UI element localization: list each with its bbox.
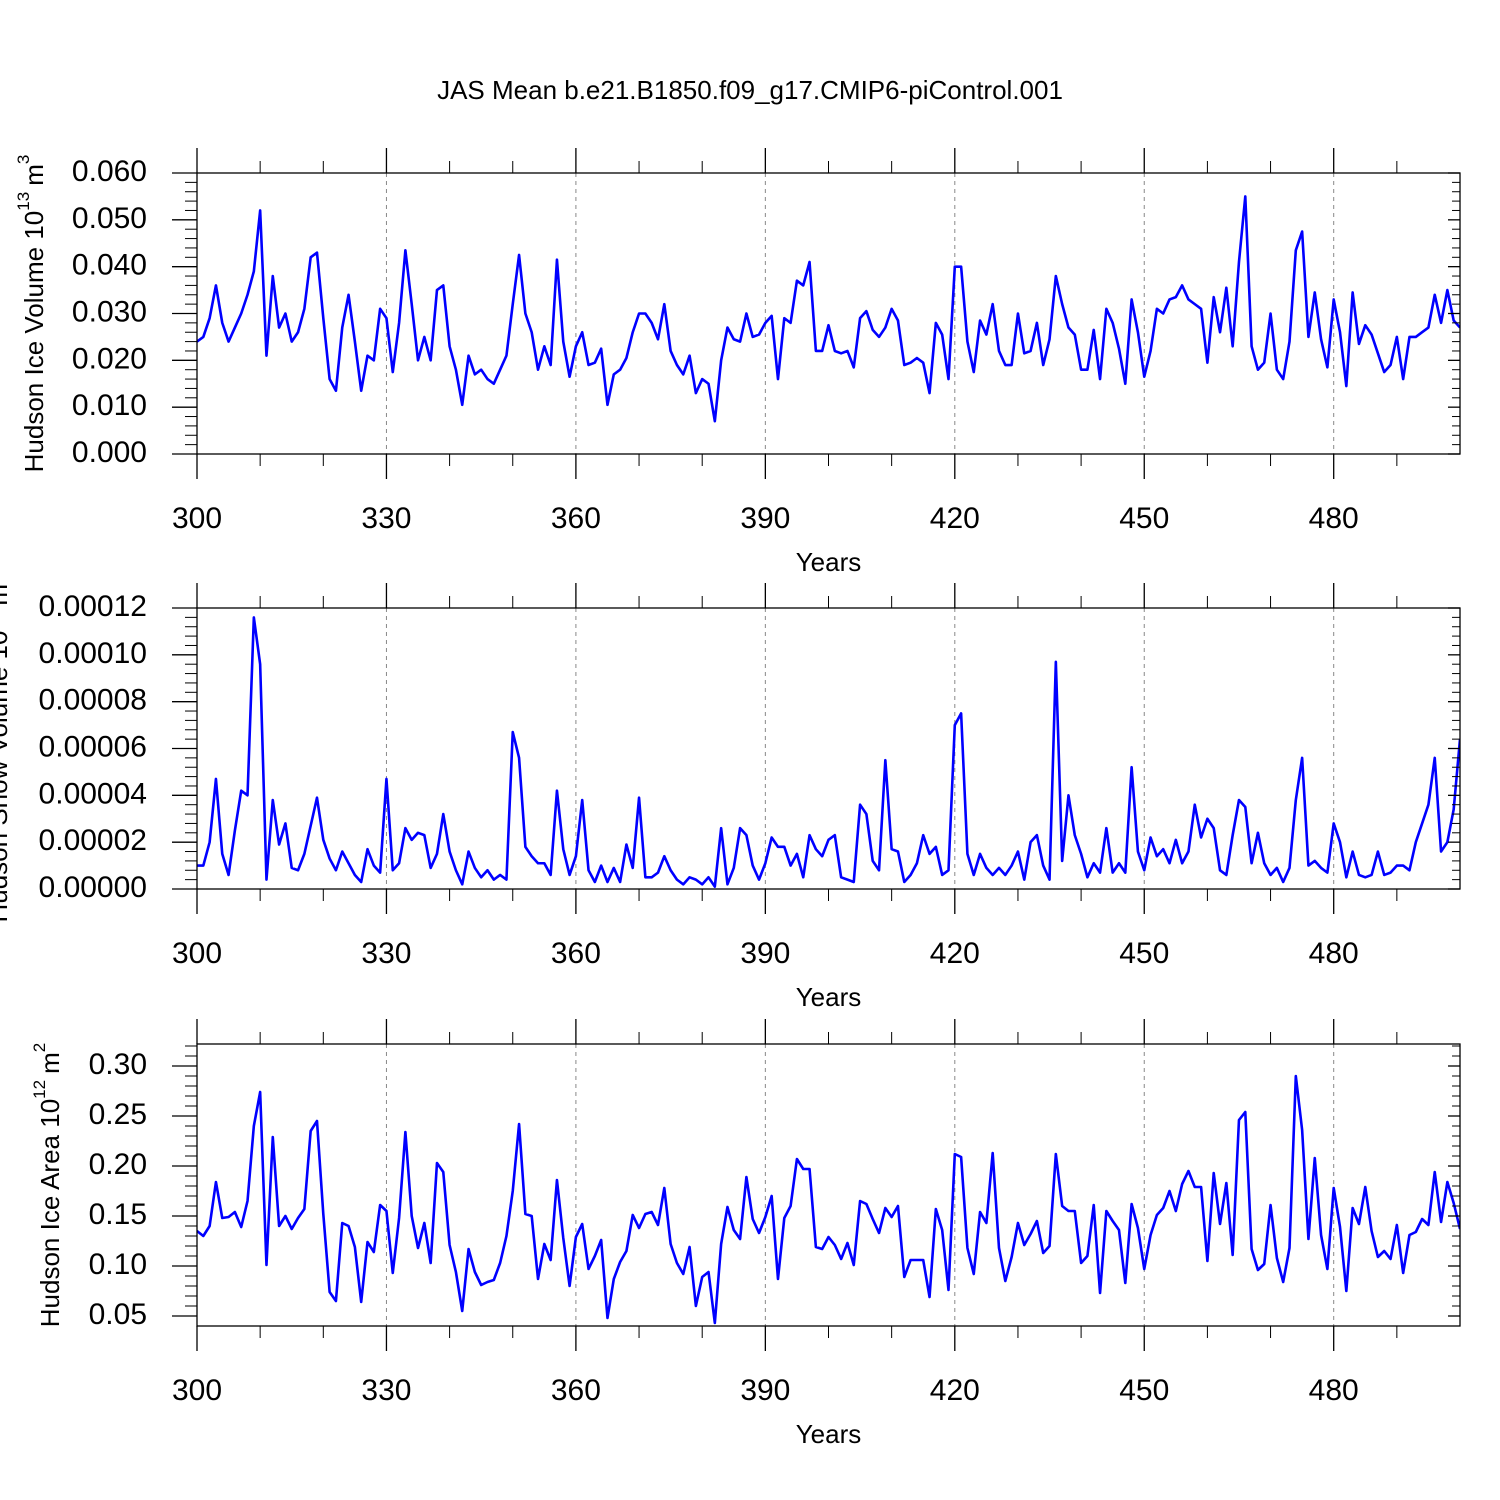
- x-tick-label: 330: [361, 502, 411, 535]
- y-axis-title-part: Hudson Ice Volume 10: [19, 211, 49, 473]
- y-tick-label: 0.15: [89, 1198, 147, 1231]
- data-line: [197, 195, 1460, 423]
- x-tick-label: 330: [361, 937, 411, 970]
- y-tick-label: 0.05: [89, 1298, 147, 1331]
- y-tick-label: 0.30: [89, 1048, 147, 1081]
- y-tick-label: 0.00004: [39, 777, 147, 810]
- y-axis-title-exponent: 3: [14, 155, 33, 164]
- x-tick-label: 390: [740, 1374, 790, 1407]
- x-tick-label: 450: [1119, 502, 1169, 535]
- y-tick-label: 0.20: [89, 1148, 147, 1181]
- y-axis-title: Hudson Ice Area 1012 m2: [30, 1043, 64, 1327]
- x-tick-label: 360: [551, 1374, 601, 1407]
- x-tick-label: 330: [361, 1374, 411, 1407]
- y-axis-title-exponent: 2: [30, 1043, 49, 1052]
- y-axis-title-part: Hudson Ice Area 10: [35, 1099, 65, 1327]
- y-axis-title-exponent: 13: [14, 192, 33, 211]
- x-tick-label: 390: [740, 502, 790, 535]
- x-tick-label: 300: [172, 1374, 222, 1407]
- y-axis-title: Hudson Ice Volume 1013 m3: [14, 155, 48, 473]
- x-tick-label: 420: [930, 1374, 980, 1407]
- x-tick-label: 450: [1119, 937, 1169, 970]
- x-tick-label: 300: [172, 502, 222, 535]
- x-axis-title: Years: [796, 1419, 862, 1449]
- data-line: [197, 616, 1460, 888]
- y-tick-label: 0.00010: [39, 637, 147, 670]
- x-tick-label: 360: [551, 937, 601, 970]
- y-tick-label: 0.00006: [39, 730, 147, 763]
- y-tick-label: 0.040: [72, 249, 147, 282]
- x-tick-label: 480: [1309, 937, 1359, 970]
- figure-title: JAS Mean b.e21.B1850.f09_g17.CMIP6-piCon…: [437, 75, 1063, 105]
- y-tick-label: 0.000: [72, 436, 147, 469]
- x-tick-label: 480: [1309, 502, 1359, 535]
- data-line: [197, 1074, 1460, 1325]
- x-tick-label: 420: [930, 937, 980, 970]
- x-tick-label: 480: [1309, 1374, 1359, 1407]
- y-axis-title-part: m: [0, 584, 13, 606]
- x-tick-label: 390: [740, 937, 790, 970]
- y-tick-label: 0.00000: [39, 871, 147, 904]
- x-tick-label: 360: [551, 502, 601, 535]
- y-tick-label: 0.050: [72, 202, 147, 235]
- x-axis-title: Years: [796, 547, 862, 577]
- y-tick-label: 0.25: [89, 1098, 147, 1131]
- y-axis-title-part: m: [35, 1052, 65, 1074]
- y-tick-label: 0.00012: [39, 590, 147, 623]
- y-axis-title-part: m: [19, 164, 49, 186]
- x-tick-label: 300: [172, 937, 222, 970]
- y-tick-label: 0.030: [72, 295, 147, 328]
- y-axis-title-part: Hudson Snow Volume 10: [0, 631, 13, 923]
- y-tick-label: 0.00008: [39, 684, 147, 717]
- y-tick-label: 0.00002: [39, 824, 147, 857]
- y-tick-label: 0.10: [89, 1248, 147, 1281]
- y-tick-label: 0.020: [72, 342, 147, 375]
- y-axis-title: Hudson Snow Volume 1013m3: [0, 574, 13, 922]
- y-axis-title-exponent: 12: [30, 1080, 49, 1099]
- y-tick-label: 0.010: [72, 389, 147, 422]
- x-tick-label: 450: [1119, 1374, 1169, 1407]
- x-tick-label: 420: [930, 502, 980, 535]
- x-axis-title: Years: [796, 982, 862, 1012]
- y-tick-label: 0.060: [72, 155, 147, 188]
